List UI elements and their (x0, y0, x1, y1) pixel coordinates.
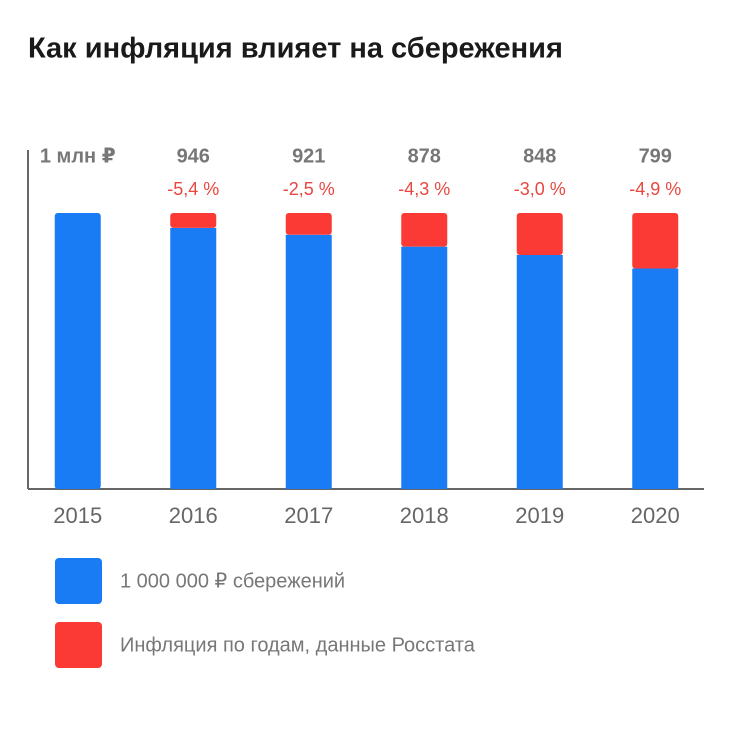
x-tick-label: 2018 (400, 503, 449, 528)
value-label: 946 (177, 145, 210, 167)
x-tick-label: 2016 (169, 503, 218, 528)
value-label: 848 (523, 145, 556, 167)
bar-segment (170, 227, 217, 490)
bar-segment (285, 213, 332, 235)
annotation: -2,5 % (283, 179, 335, 199)
bar-segment (516, 254, 563, 489)
chart-title: Как инфляция влияет на сбережения (28, 33, 563, 65)
bar-segment (516, 213, 563, 255)
bar-segment (285, 234, 332, 489)
value-label: 878 (408, 145, 441, 167)
legend-label: Инфляция по годам, данные Росстата (120, 634, 476, 656)
bar-segment (54, 213, 101, 489)
x-tick-label: 2015 (53, 503, 102, 528)
annotation: -4,3 % (398, 179, 450, 199)
value-label: 921 (292, 145, 325, 167)
value-label: 1 млн ₽ (40, 145, 116, 167)
annotation: -5,4 % (167, 179, 219, 199)
x-tick-label: 2019 (515, 503, 564, 528)
x-tick-label: 2020 (631, 503, 680, 528)
bar-segment (170, 213, 217, 228)
x-tick-label: 2017 (284, 503, 333, 528)
legend-swatch (55, 622, 102, 668)
bar-segment (632, 213, 679, 269)
legend-swatch (55, 558, 102, 604)
annotation: -4,9 % (629, 179, 681, 199)
bar-segment (632, 268, 679, 489)
value-label: 799 (639, 145, 672, 167)
bar-segment (401, 213, 448, 247)
bar-segment (401, 246, 448, 489)
annotation: -3,0 % (514, 179, 566, 199)
legend-label: 1 000 000 ₽ сбережений (120, 570, 345, 592)
